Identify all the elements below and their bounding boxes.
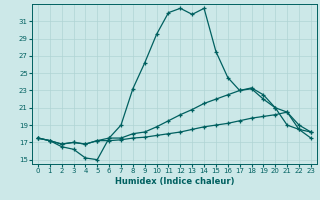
X-axis label: Humidex (Indice chaleur): Humidex (Indice chaleur) — [115, 177, 234, 186]
